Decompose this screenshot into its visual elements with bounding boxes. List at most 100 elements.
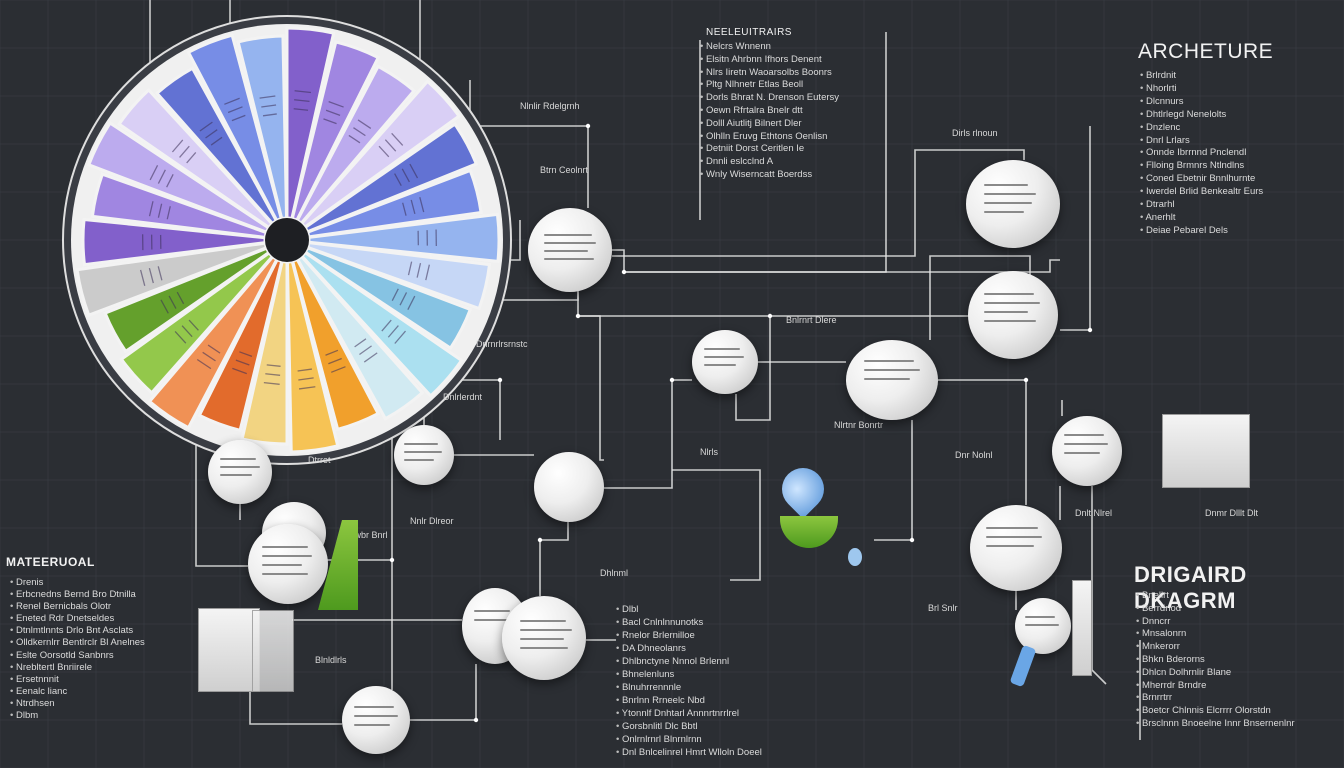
node-label: Bnlrnrt Dlere xyxy=(786,315,837,325)
process-node[interactable] xyxy=(208,440,272,504)
node-label: Dnmr Dlllt Dlt xyxy=(1205,508,1258,518)
process-node[interactable] xyxy=(970,505,1062,591)
list-item: Nhorlrti xyxy=(1140,83,1263,96)
left-heading: MATEERUOAL xyxy=(6,555,95,569)
list-item: Dnl Bnlcelinrel Hmrt Wlloln Doeel xyxy=(616,746,762,759)
list-item: Bhkn Bderorns xyxy=(1136,654,1295,667)
process-node[interactable] xyxy=(502,596,586,680)
list-item: Dlcnnurs xyxy=(1140,96,1263,109)
list-item: Brnrrtrr xyxy=(1136,692,1295,705)
list-item: Renel Bernicbals Olotr xyxy=(10,601,145,613)
left-list: Drenis Erbcnedns Bernd Bro Dtnilla Renel… xyxy=(10,577,145,722)
process-node[interactable] xyxy=(394,425,454,485)
list-item: Boetcr Chlnnis Elcrrrr Olorstdn xyxy=(1136,705,1295,718)
list-item: Anerhlt xyxy=(1140,212,1263,225)
node-label: Nnlr Dlreor xyxy=(410,516,454,526)
node-label: Blnldlrls xyxy=(315,655,347,665)
list-item: Blnuhrrennnle xyxy=(616,681,762,694)
list-item: Erbcnedns Bernd Bro Dtnilla xyxy=(10,589,145,601)
process-node[interactable] xyxy=(692,330,758,394)
list-item: Dlbl xyxy=(616,603,762,616)
list-item: Bnelirt xyxy=(1136,590,1295,603)
list-item: Nrebltertl Bnriirele xyxy=(10,662,145,674)
list-item: Elsitn Ahrbnn Ifhors Denent xyxy=(700,54,839,67)
list-item: Bnrlnn Rrneelc Nbd xyxy=(616,694,762,707)
list-item: Gorsbnlitl Dlc Bbtl xyxy=(616,720,762,733)
list-item: Dnncrr xyxy=(1136,616,1295,629)
node-label: Nlrtnr Bonrtr xyxy=(834,420,884,430)
list-item: Coned Ebetnir Bnnlhurnte xyxy=(1140,173,1263,186)
node-label: Dnlt Nlrel xyxy=(1075,508,1113,518)
list-item: Detniit Dorst Ceritlen Ie xyxy=(700,143,839,156)
list-item: Eslte Oorsotld Sanbnrs xyxy=(10,650,145,662)
list-item: Oewn Rfrtalra Bnelr dtt xyxy=(700,105,839,118)
list-item: Ntrdhsen xyxy=(10,698,145,710)
list-item: Dlbm xyxy=(10,710,145,722)
list-item: Ersetnnnit xyxy=(10,674,145,686)
node-label: Dhlnml xyxy=(600,568,629,578)
list-item: Dnrl Lrlars xyxy=(1140,135,1263,148)
node-label: Dirls rlnoun xyxy=(952,128,998,138)
process-node[interactable] xyxy=(1015,598,1071,654)
top-center-list: Nelcrs Wnnenn Elsitn Ahrbnn Ifhors Denen… xyxy=(700,41,839,182)
process-node[interactable] xyxy=(248,524,328,604)
architecture-list: Brlrdnit Nhorlrti Dlcnnurs Dhtlrlegd Nen… xyxy=(1140,70,1263,238)
diagram-list: Bnelirt Berrdnod Dnncrr Mnsalonrn Mnkero… xyxy=(1136,590,1295,731)
list-item: Eenalc lianc xyxy=(10,686,145,698)
list-item: Dhtlrlegd Nenelolts xyxy=(1140,109,1263,122)
list-item: Mnkerorr xyxy=(1136,641,1295,654)
process-node[interactable] xyxy=(534,452,604,522)
list-item: Olldkernlrr Bentlrclr Bl Anelnes xyxy=(10,637,145,649)
list-item: Flloing Brmnrs Ntlndlns xyxy=(1140,160,1263,173)
document-sheet-icon xyxy=(198,608,260,692)
document-sheet-icon xyxy=(1072,580,1092,676)
document-sheet-icon xyxy=(252,610,294,692)
list-item: DA Dhneolanrs xyxy=(616,642,762,655)
list-item: Brsclnnn Bnoeelne Innr Bnsernenlnr xyxy=(1136,718,1295,731)
list-item: Dnnli eslcclnd A xyxy=(700,156,839,169)
middle-bottom-list: Dlbl Bacl Cnlnlnnunotks Rnelor Brlernill… xyxy=(616,603,762,759)
node-label: Nlnlir Rdelgrnh xyxy=(520,101,580,111)
process-node[interactable] xyxy=(846,340,938,420)
list-item: Dolll Aiutlitj Bilnert Dler xyxy=(700,118,839,131)
list-item: Bacl Cnlnlnnunotks xyxy=(616,616,762,629)
node-label: Btrn Ceolnrt xyxy=(540,165,589,175)
list-item: Dtrarhl xyxy=(1140,199,1263,212)
list-item: Drenis xyxy=(10,577,145,589)
process-node[interactable] xyxy=(1052,416,1122,486)
list-item: Brlrdnit xyxy=(1140,70,1263,83)
top-center-heading: NEELEUITRAIRS xyxy=(706,27,792,38)
list-item: Onnde Ibrrnnd Pnclendl xyxy=(1140,147,1263,160)
node-label: Brl Snlr xyxy=(928,603,958,613)
list-item: Eneted Rdr Dnetseldes xyxy=(10,613,145,625)
list-item: Dhlcn Dolhrnlir Blane xyxy=(1136,667,1295,680)
node-label: Dnlrlerdnt xyxy=(443,392,483,402)
pushpin-icon xyxy=(848,548,862,566)
process-node[interactable] xyxy=(342,686,410,754)
filing-box-icon xyxy=(1162,414,1250,488)
list-item: Dtnlmtlnnts Drlo Bnt Asclats xyxy=(10,625,145,637)
list-item: Deiae Pebarel Dels xyxy=(1140,225,1263,238)
node-label: Dnrnrlrsrnstc xyxy=(476,339,528,349)
node-label: Dtrret xyxy=(308,455,331,465)
process-node[interactable] xyxy=(968,271,1058,359)
list-item: Mherrdr Brndre xyxy=(1136,680,1295,693)
list-item: Nelcrs Wnnenn xyxy=(700,41,839,54)
list-item: Rnelor Brlernilloe xyxy=(616,629,762,642)
list-item: Mnsalonrn xyxy=(1136,628,1295,641)
list-item: Ytonnlf Dnhtarl Annnrtnrrlrel xyxy=(616,707,762,720)
process-node[interactable] xyxy=(966,160,1060,248)
architecture-title: ARCHETURE xyxy=(1138,40,1274,63)
list-item: Onlrnlrnrl Blnrnlrnn xyxy=(616,733,762,746)
process-node[interactable] xyxy=(528,208,612,292)
list-item: Iwerdel Brlid Benkealtr Eurs xyxy=(1140,186,1263,199)
node-label: Dwbr Bnrl xyxy=(348,530,388,540)
list-item: Olhlln Eruvg Ethtons Oenlisn xyxy=(700,131,839,144)
list-item: Nlrs Iiretn Waoarsolbs Boonrs xyxy=(700,67,839,80)
list-item: Dhlbnctyne Nnnol Brlennl xyxy=(616,655,762,668)
list-item: Pltg Nlhnetr Etlas Beoll xyxy=(700,79,839,92)
list-item: Berrdnod xyxy=(1136,603,1295,616)
list-item: Dorls Bhrat N. Drenson Eutersy xyxy=(700,92,839,105)
